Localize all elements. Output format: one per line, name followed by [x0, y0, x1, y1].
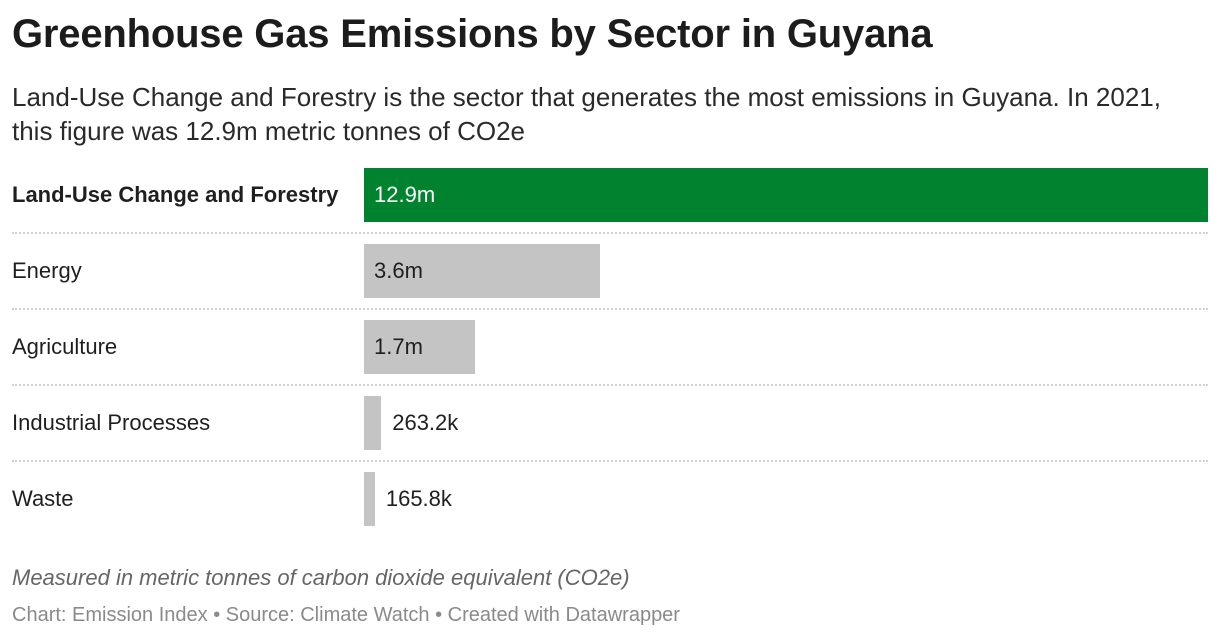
bar-value-label: 263.2k — [392, 410, 459, 435]
category-label: Agriculture — [12, 334, 118, 359]
bar-row: Agriculture 1.7m — [12, 320, 1208, 374]
bar — [364, 168, 1208, 222]
bar-row: Energy 3.6m — [12, 244, 1208, 298]
category-label: Land-Use Change and Forestry — [12, 182, 339, 207]
bar-value-label: 165.8k — [385, 486, 452, 511]
row-divider — [12, 460, 1208, 462]
row-divider — [12, 384, 1208, 386]
bar-value-label: 3.6m — [374, 258, 423, 283]
bar — [364, 320, 476, 374]
category-label: Industrial Processes — [12, 410, 211, 435]
bar — [364, 472, 375, 526]
bar-row: Industrial Processes 263.2k — [12, 396, 1208, 450]
bar-chart: Land-Use Change and Forestry 12.9m Energy 3… — [12, 168, 1208, 528]
bar-row: Waste 165.8k — [12, 472, 1208, 526]
bar-row: Land-Use Change and Forestry 12.9m — [12, 168, 1208, 222]
chart-source: Chart: Emission Index • Source: Climate … — [12, 604, 680, 626]
chart-subtitle: Land-Use Change and Forestry is the sect… — [12, 82, 1161, 146]
chart-title: Greenhouse Gas Emissions by Sector in Gu… — [12, 12, 933, 56]
category-label: Energy — [12, 258, 82, 283]
bar — [364, 244, 600, 298]
row-divider — [12, 308, 1208, 310]
bar — [364, 396, 382, 450]
bar-value-label: 12.9m — [374, 182, 436, 207]
category-label: Waste — [12, 486, 74, 511]
bar-value-label: 1.7m — [374, 334, 423, 359]
row-divider — [12, 232, 1208, 234]
chart-notes: Measured in metric tonnes of carbon diox… — [12, 565, 630, 590]
